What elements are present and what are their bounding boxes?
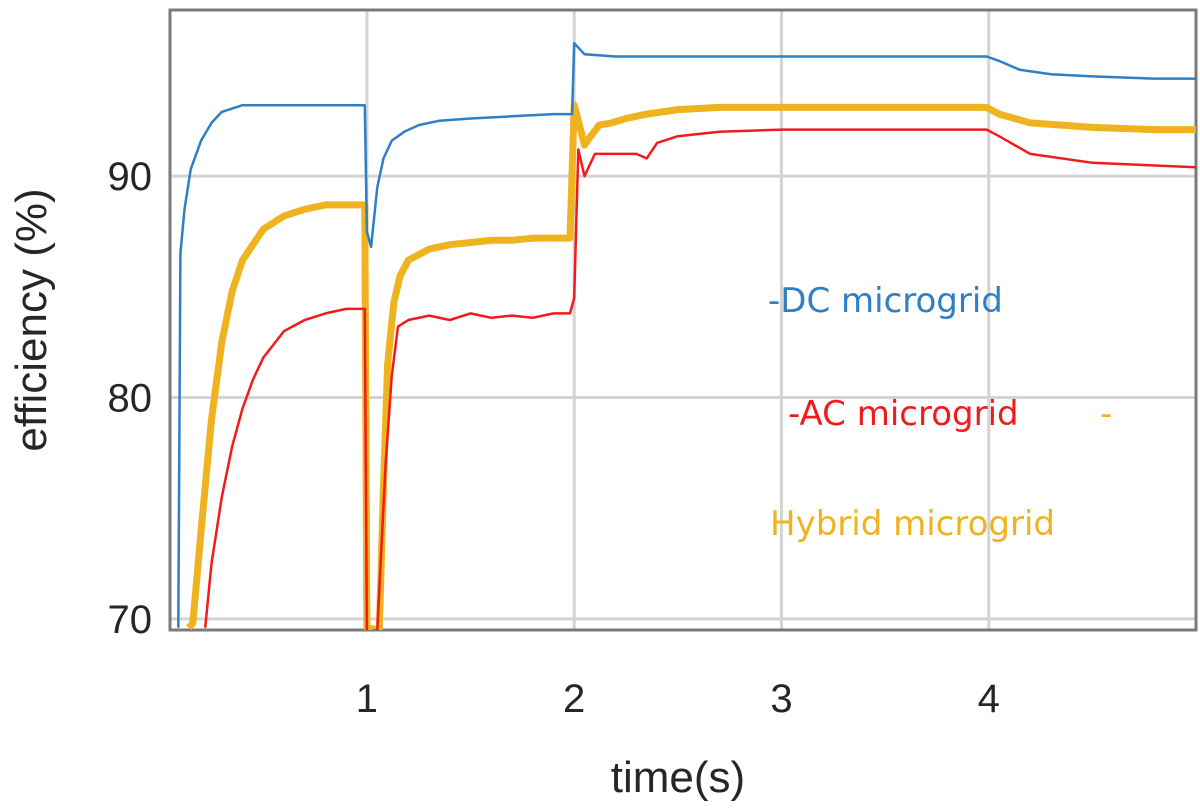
- y-tick-label: 80: [108, 377, 153, 421]
- legend: -DC microgrid -AC microgrid - Hybrid mic…: [768, 281, 1112, 544]
- legend-ac-microgrid: -AC microgrid: [788, 394, 1019, 434]
- legend-hybrid-marker: -: [1100, 394, 1112, 434]
- y-axis-label: efficiency (%): [7, 188, 56, 451]
- x-tick-label: 2: [563, 677, 585, 721]
- series-lines: [177, 41, 1196, 630]
- x-tick-label: 1: [356, 677, 378, 721]
- plot-area: [168, 8, 1198, 632]
- legend-hybrid-microgrid: Hybrid microgrid: [770, 504, 1055, 544]
- x-tick-label: 3: [770, 677, 792, 721]
- x-tick-label: 4: [978, 677, 1000, 721]
- y-tick-label: 70: [108, 598, 153, 642]
- legend-dc-microgrid: -DC microgrid: [768, 281, 1003, 321]
- series-line-dc-microgrid: [177, 41, 1196, 628]
- series-line-ac-microgrid: [203, 128, 1196, 630]
- y-tick-label: 90: [108, 155, 153, 199]
- x-axis-label: time(s): [611, 753, 745, 802]
- tick-labels: 1 2 3 4 70 80 90: [108, 155, 1000, 721]
- series-line-hybrid-microgrid: [186, 101, 1196, 630]
